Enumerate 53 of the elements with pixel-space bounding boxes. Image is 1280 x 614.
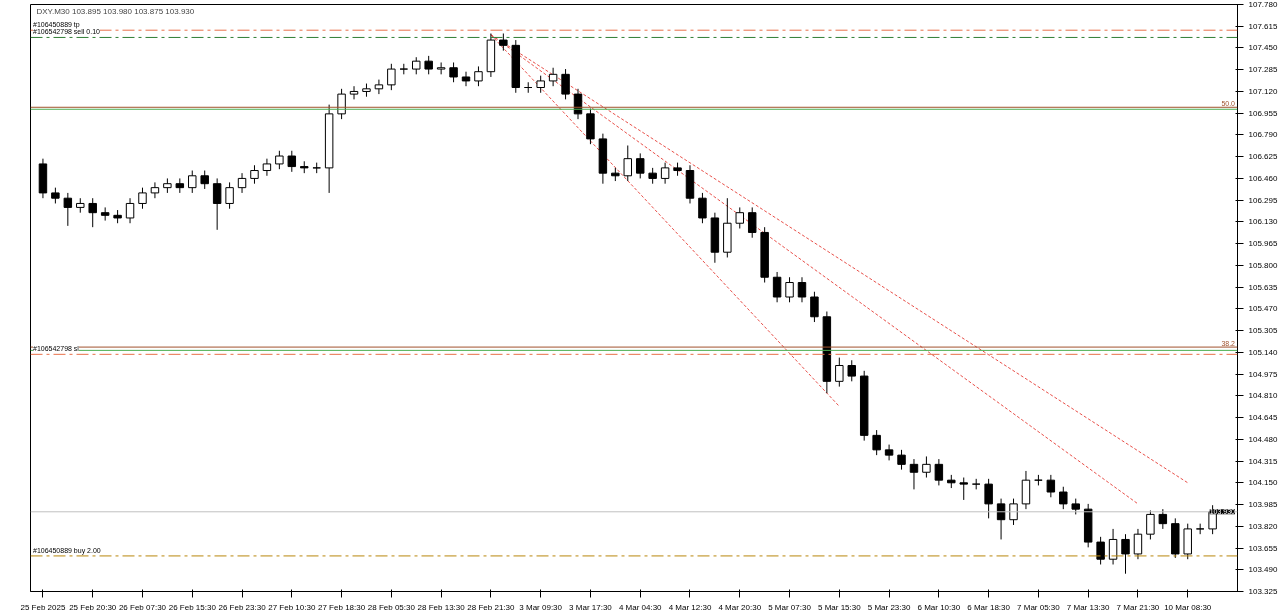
y-tick-label: 104.645	[1248, 413, 1278, 423]
y-tick-label: 107.615	[1248, 21, 1278, 31]
x-tick-label: 5 Mar 07:30	[768, 602, 812, 612]
x-tick-label: 3 Mar 09:30	[519, 602, 563, 612]
x-tick-label: 5 Mar 23:30	[867, 602, 911, 612]
x-tick-label: 7 Mar 13:30	[1066, 602, 1111, 612]
y-tick-label: 106.790	[1248, 130, 1278, 140]
y-tick-label: 103.655	[1248, 543, 1278, 553]
x-tick-label: 26 Feb 23:30	[218, 602, 267, 612]
x-tick-label: 25 Feb 20:30	[69, 602, 117, 612]
y-tick-label: 107.780	[1248, 0, 1278, 9]
y-tick-label: 104.975	[1248, 369, 1278, 379]
x-tick-label: 3 Mar 17:30	[569, 602, 613, 612]
y-tick-label: 106.955	[1248, 108, 1278, 118]
x-tick-label: 28 Feb 05:30	[367, 602, 416, 612]
y-tick-label: 103.325	[1248, 587, 1278, 596]
x-tick-label: 5 Mar 15:30	[817, 602, 862, 612]
x-tick-label: 7 Mar 05:30	[1017, 602, 1061, 612]
y-tick-label: 107.450	[1248, 43, 1278, 53]
x-tick-label: 27 Feb 10:30	[268, 602, 316, 612]
x-tick-label: 6 Mar 10:30	[917, 602, 961, 612]
y-tick-label: 103.985	[1248, 500, 1278, 510]
x-tick-label: 25 Feb 2025	[20, 602, 66, 612]
x-tick-label: 6 Mar 18:30	[967, 602, 1011, 612]
y-tick-label: 104.480	[1248, 434, 1278, 444]
x-tick-label: 4 Mar 04:30	[618, 602, 663, 612]
x-tick-label: 4 Mar 12:30	[668, 602, 712, 612]
y-tick-label: 107.285	[1248, 65, 1278, 75]
chart-title: DXY.M30 103.895 103.980 103.875 103.930	[36, 6, 195, 16]
y-tick-label: 106.625	[1248, 152, 1278, 162]
x-tick-label: 10 Mar 08:30	[1164, 602, 1212, 612]
y-tick-label: 105.965	[1248, 239, 1278, 249]
y-tick-label: 104.150	[1248, 478, 1278, 488]
y-tick-label: 106.460	[1248, 173, 1278, 183]
y-tick-label: 107.120	[1248, 86, 1278, 96]
y-tick-label: 103.490	[1248, 565, 1278, 575]
y-tick-label: 106.295	[1248, 195, 1278, 205]
x-tick-label: 26 Feb 15:30	[168, 602, 217, 612]
y-tick-label: 105.635	[1248, 282, 1278, 292]
x-tick-label: 26 Feb 07:30	[118, 602, 167, 612]
x-tick-label: 4 Mar 20:30	[718, 602, 762, 612]
x-tick-label: 27 Feb 18:30	[318, 602, 366, 612]
y-tick-label: 106.130	[1248, 217, 1278, 227]
x-tick-label: 28 Feb 13:30	[417, 602, 466, 612]
y-tick-label: 105.470	[1248, 304, 1278, 314]
y-tick-label: 104.810	[1248, 391, 1278, 401]
y-tick-label: 105.140	[1248, 347, 1278, 357]
y-tick-label: 104.315	[1248, 456, 1278, 466]
y-tick-label: 105.305	[1248, 326, 1278, 336]
x-tick-label: 7 Mar 21:30	[1116, 602, 1160, 612]
x-tick-label: 28 Feb 21:30	[467, 602, 516, 612]
y-tick-label: 103.820	[1248, 521, 1278, 531]
y-tick-label: 105.800	[1248, 260, 1278, 270]
